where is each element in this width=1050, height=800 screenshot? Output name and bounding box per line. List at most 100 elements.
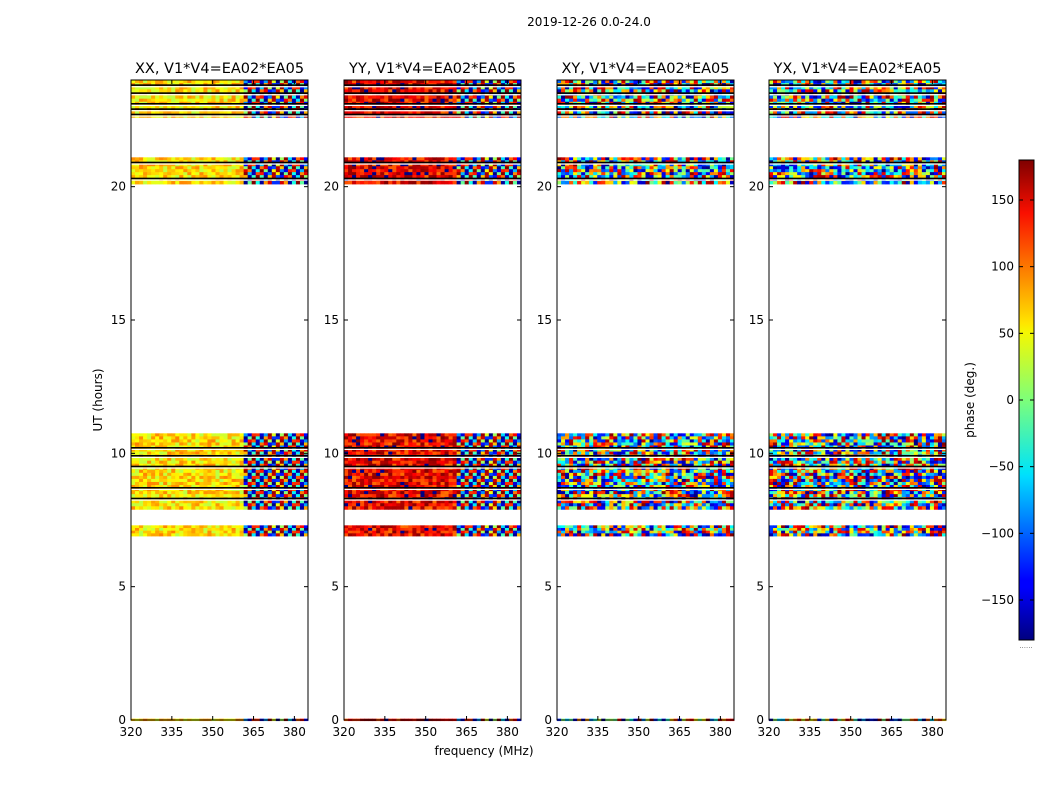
heatmap-cell — [143, 169, 148, 173]
heatmap-cell — [484, 163, 490, 167]
heatmap-cell — [283, 500, 289, 504]
heatmap-cell — [496, 181, 502, 185]
flag-line — [131, 92, 308, 94]
heatmap-cell — [456, 442, 462, 446]
heatmap-cell — [492, 181, 498, 185]
heatmap-cell — [597, 433, 602, 437]
heatmap-cell — [147, 442, 152, 446]
heatmap-cell — [227, 481, 232, 486]
heatmap-cell — [163, 442, 168, 446]
heatmap-cell — [364, 163, 369, 167]
heatmap-cell — [251, 157, 257, 161]
heatmap-cell — [255, 451, 261, 456]
heatmap-cell — [275, 533, 281, 537]
heatmap-cell — [303, 463, 309, 468]
flag-gap — [344, 163, 521, 165]
heatmap-cell — [464, 157, 470, 161]
heatmap-cell — [428, 472, 433, 477]
heatmap-cell — [159, 506, 164, 510]
heatmap-cell — [569, 436, 574, 440]
heatmap-cell — [452, 448, 458, 452]
heatmap-cell — [420, 472, 425, 477]
heatmap-cell — [456, 98, 462, 103]
heatmap-cell — [271, 169, 277, 173]
heatmap-cell — [436, 104, 441, 109]
heatmap-cell — [352, 530, 357, 534]
heatmap-cell — [456, 500, 462, 504]
heatmap-cell — [496, 533, 502, 537]
heatmap-cell — [512, 448, 518, 452]
heatmap-cell — [384, 86, 389, 90]
heatmap-cell — [223, 157, 228, 161]
heatmap-cell — [512, 503, 518, 507]
heatmap-cell — [131, 478, 136, 483]
heatmap-cell — [279, 491, 285, 495]
heatmap-cell — [360, 457, 365, 462]
heatmap-cell — [171, 451, 176, 456]
heatmap-cell — [263, 494, 269, 498]
heatmap-cell — [263, 157, 269, 161]
heatmap-cell — [400, 172, 405, 176]
heatmap-cell — [187, 175, 192, 179]
heatmap-cell — [380, 472, 385, 477]
heatmap-cell — [496, 463, 502, 468]
heatmap-cell — [488, 89, 494, 93]
heatmap-cell — [472, 442, 478, 446]
heatmap-cell — [504, 436, 510, 440]
heatmap-cell — [412, 481, 417, 486]
heatmap-cell — [368, 157, 373, 161]
heatmap-cell — [408, 530, 413, 534]
heatmap-cell — [573, 439, 578, 443]
heatmap-cell — [376, 169, 381, 173]
heatmap-cell — [231, 448, 236, 452]
heatmap-cell — [617, 442, 622, 446]
heatmap-cell — [452, 181, 458, 185]
heatmap-cell — [219, 528, 224, 532]
heatmap-cell — [191, 481, 196, 486]
heatmap-cell — [139, 481, 144, 486]
flag-gap — [131, 115, 308, 117]
heatmap-cell — [452, 472, 458, 477]
heatmap-cell — [187, 506, 192, 510]
heatmap-cell — [557, 442, 562, 446]
heatmap-cell — [388, 528, 393, 532]
heatmap-cell — [231, 469, 236, 474]
heatmap-cell — [464, 485, 470, 489]
heatmap-cell — [143, 506, 148, 510]
heatmap-cell — [235, 528, 241, 532]
heatmap-cell — [360, 478, 365, 483]
heatmap-cell — [267, 469, 273, 474]
heatmap-cell — [484, 448, 490, 452]
axes-frame — [130, 79, 309, 721]
heatmap-cell — [291, 528, 297, 532]
heatmap-cell — [231, 506, 236, 510]
heatmap-cell — [416, 457, 421, 462]
heatmap-cell — [456, 528, 462, 532]
heatmap-cell — [159, 163, 164, 167]
heatmap-cell — [243, 104, 249, 109]
heatmap-cell — [295, 530, 301, 534]
heatmap-cell — [231, 157, 236, 161]
heatmap-cell — [135, 181, 140, 185]
heatmap-cell — [380, 457, 385, 462]
heatmap-cell — [412, 104, 417, 109]
heatmap-cell — [275, 481, 281, 486]
heatmap-cell — [472, 463, 478, 468]
heatmap-cell — [452, 172, 458, 176]
heatmap-cell — [348, 525, 353, 529]
heatmap-cell — [565, 528, 570, 532]
heatmap-cell — [404, 448, 409, 452]
heatmap-cell — [388, 525, 393, 529]
heatmap-cell — [388, 457, 393, 462]
heatmap-cell — [452, 451, 458, 456]
heatmap-cell — [368, 533, 373, 537]
heatmap-cell — [432, 494, 437, 498]
heatmap-cell — [271, 503, 277, 507]
heatmap-cell — [561, 442, 566, 446]
heatmap-cell — [255, 433, 261, 437]
heatmap-cell — [352, 494, 357, 498]
heatmap-cell — [480, 433, 486, 437]
heatmap-cell — [151, 475, 156, 480]
heatmap-cell — [287, 436, 293, 440]
flag-gap — [344, 110, 521, 112]
